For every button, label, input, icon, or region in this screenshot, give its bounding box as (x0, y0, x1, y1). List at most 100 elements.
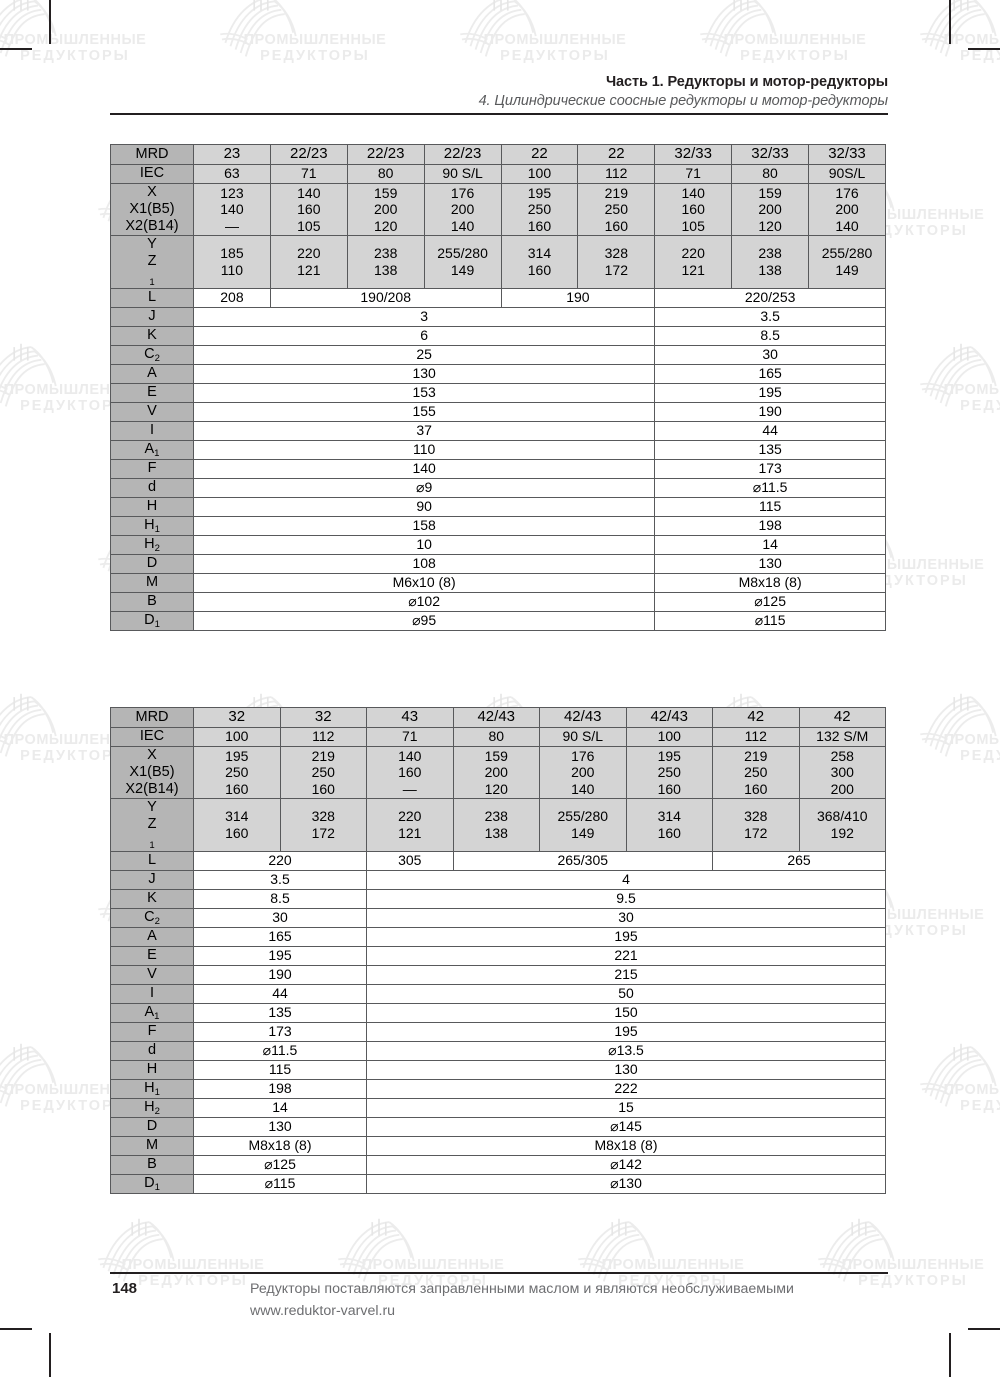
cell-b-1: ⌀125 (654, 591, 886, 612)
cell-y-4: 255/280 (557, 808, 609, 825)
table-row: d ⌀9 ⌀11.5 (110, 477, 886, 498)
row-label-h2: H2 (110, 1097, 194, 1118)
table-row: L 220 305 265/305 265 (110, 850, 886, 871)
row-label-v: V (110, 401, 194, 422)
cell-z1-7: 192 (830, 824, 854, 841)
cell-iec-1: 112 (279, 727, 367, 747)
cell-j-0: 3.5 (193, 869, 367, 890)
cell-y-8: 255/280 (821, 245, 873, 262)
cell-b-0: ⌀125 (193, 1154, 367, 1175)
cell-x-4: 176 (571, 747, 595, 764)
row-label-x2: X2(B14) (125, 218, 179, 235)
table-row: X X1(B5) X2(B14) 195 250 160 219 250 160… (110, 745, 886, 800)
cell-mrd-2: 43 (366, 707, 454, 728)
cell-x-3: 176 (450, 184, 475, 201)
cell-e-1: 195 (654, 382, 886, 403)
cell-x-group-5: 219 250 160 (577, 182, 656, 237)
table-row: A1 135 150 (110, 1002, 886, 1023)
cell-mrd-4: 22 (500, 144, 579, 165)
cell-y-3: 255/280 (437, 245, 488, 262)
cell-y-2: 220 (398, 808, 422, 825)
page-header: Часть 1. Редукторы и мотор-редукторы 4. … (110, 74, 888, 115)
cell-x-2: 159 (374, 184, 398, 201)
row-label-e: E (110, 382, 194, 403)
cell-x-group-8: 176 200 140 (808, 182, 886, 237)
cell-x2-4: 160 (527, 217, 552, 234)
row-label-l: L (110, 287, 194, 308)
cell-x1-1: 250 (311, 764, 335, 781)
cell-iec-3: 90 S/L (423, 164, 502, 184)
cell-d-cap-1: 130 (654, 553, 886, 574)
watermark-logo-icon (0, 1042, 64, 1120)
cell-x1-4: 200 (571, 764, 595, 781)
cell-x1-0: 250 (225, 764, 249, 781)
cell-x-3: 159 (484, 747, 508, 764)
cell-l-1: 305 (366, 850, 454, 871)
cell-z1-3: 138 (484, 824, 508, 841)
watermark-line-1: ПРОМЫШЛЕННЫЕ (483, 32, 627, 48)
cell-y-group-7: 238 138 (731, 235, 809, 289)
cell-a1-0: 110 (192, 439, 656, 460)
cell-d-cap-1: ⌀145 (366, 1116, 886, 1137)
row-label-v: V (110, 964, 194, 985)
watermark-logo-icon (918, 0, 1000, 70)
cell-y-group-0: 314 160 (193, 798, 281, 852)
cell-x2-7: 200 (830, 780, 854, 797)
table-row: I 44 50 (110, 983, 886, 1004)
cell-y-1: 220 (297, 245, 321, 262)
cell-y-group-6: 328 172 (712, 798, 800, 852)
row-label-b: B (110, 1154, 194, 1175)
cell-z1-6: 121 (681, 261, 705, 278)
page-subtitle: 4. Цилиндрические соосные редукторы и мо… (478, 93, 889, 109)
watermark-line-1: ПРОМЫШЛЕННЫЕ (121, 1257, 265, 1273)
cell-x1-6: 160 (681, 201, 705, 218)
page-title: Часть 1. Редукторы и мотор-редукторы (605, 74, 888, 90)
cell-b-0: ⌀102 (192, 591, 656, 612)
cell-i-0: 44 (193, 983, 367, 1004)
cell-z1-6: 172 (744, 824, 768, 841)
cell-j-1: 3.5 (654, 306, 886, 327)
cell-h1-1: 222 (366, 1078, 886, 1099)
table-row: D1 ⌀95 ⌀115 (110, 610, 886, 631)
cell-e-0: 153 (192, 382, 656, 403)
row-label-l: L (110, 850, 194, 871)
cell-iec-0: 63 (193, 164, 271, 184)
cell-mrd-7: 32/33 (731, 144, 809, 165)
cell-f-0: 140 (192, 458, 656, 479)
cell-mrd-2: 22/23 (346, 144, 425, 165)
cell-mrd-4: 42/43 (539, 707, 627, 728)
cell-y-5: 328 (604, 245, 628, 262)
cell-x-4: 195 (527, 184, 552, 201)
cell-m-1: M8x18 (8) (654, 572, 886, 593)
cell-x-group-2: 140 160 — (366, 745, 454, 800)
cell-y-group-1: 220 121 (269, 235, 348, 289)
cell-k-1: 9.5 (366, 888, 886, 909)
cell-y-group-1: 328 172 (279, 798, 367, 852)
cell-x2-6: 160 (744, 780, 768, 797)
cell-h-0: 90 (192, 496, 656, 517)
cell-y-group-3: 255/280 149 (423, 235, 502, 289)
table-row: J 3 3.5 (110, 306, 886, 327)
row-label-mrd: MRD (110, 144, 194, 165)
row-label-mrd: MRD (110, 707, 194, 728)
cell-x1-2: 160 (398, 764, 422, 781)
cell-z1-0: 110 (220, 261, 244, 278)
cell-h2-1: 15 (366, 1097, 886, 1118)
watermark-line-1: ПРОМЫШЛЕННЫЕ (243, 32, 387, 48)
footer-url: www.reduktor-varvel.ru (250, 1303, 396, 1319)
cell-x-group-4: 176 200 140 (539, 745, 627, 800)
cell-x-1: 219 (311, 747, 335, 764)
cell-c2-0: 30 (193, 907, 367, 928)
table-row: H1 198 222 (110, 1078, 886, 1099)
row-label-a1: A1 (110, 439, 194, 460)
watermark-line-1: ПРОМЫШЛЕННЫЕ (601, 1257, 745, 1273)
cell-x2-4: 140 (571, 780, 595, 797)
cell-y-1: 328 (311, 808, 335, 825)
table-row: D 130 ⌀145 (110, 1116, 886, 1137)
crop-mark-bottom-right-v (949, 1333, 951, 1377)
cell-x-1: 140 (297, 184, 321, 201)
